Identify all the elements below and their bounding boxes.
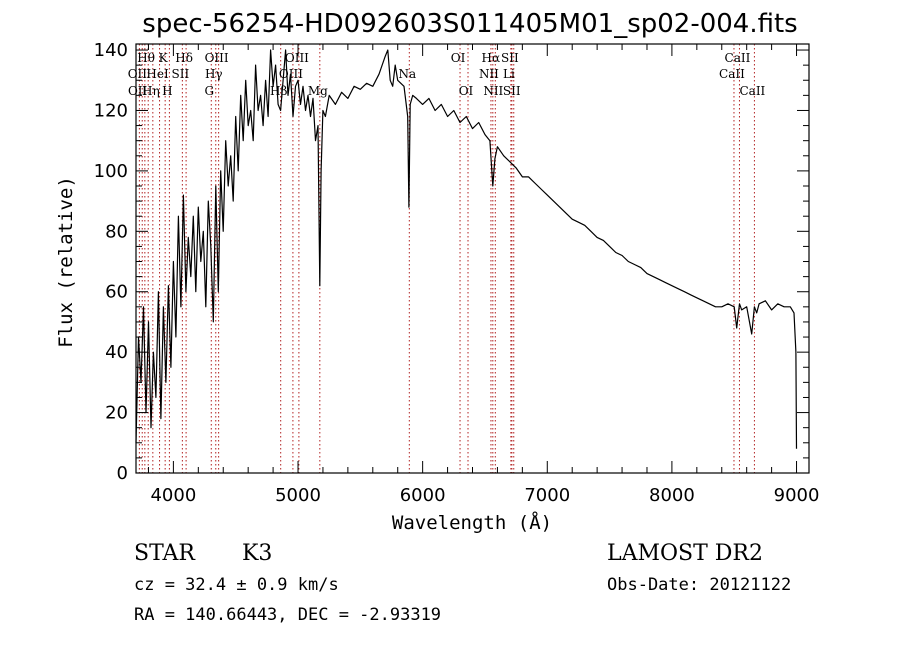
line-label: Hα	[482, 51, 501, 65]
x-axis-label: Wavelength (Å)	[392, 511, 552, 534]
line-label: SII	[501, 51, 519, 65]
x-tick-label: 6000	[400, 485, 446, 506]
line-label: Hθ	[137, 51, 155, 65]
y-tick-label: 60	[105, 282, 128, 303]
line-label: H	[162, 84, 172, 98]
x-tick-label: 9000	[774, 485, 820, 506]
line-label: OI	[451, 51, 466, 65]
y-tick-label: 140	[94, 40, 128, 61]
line-label: OIII	[285, 51, 309, 65]
y-tick-label: 0	[117, 463, 128, 484]
coordinates-text: RA = 140.66443, DEC = -2.93319	[134, 605, 441, 625]
line-label: HeI	[146, 67, 169, 81]
line-marker-layer	[138, 44, 755, 473]
line-label: OIII	[205, 51, 229, 65]
line-label: CaII	[719, 67, 745, 81]
line-label: NII	[483, 84, 503, 98]
line-label: SII	[503, 84, 521, 98]
x-tick-label: 8000	[649, 485, 695, 506]
spectrum-line	[135, 49, 798, 449]
x-tick-label: 7000	[524, 485, 570, 506]
line-label: G	[204, 84, 214, 98]
line-label: CaII	[739, 84, 765, 98]
line-label: Na	[398, 67, 416, 81]
line-label: Hη	[142, 84, 160, 98]
line-label: SII	[172, 67, 190, 81]
tick-layer: 4000 5000 6000 7000 8000 9000 0 20 40 60 80 100 120 1…	[94, 40, 820, 506]
chart-title: spec-56254-HD092603S011405M01_sp02-004.f…	[142, 9, 797, 39]
line-label: K	[159, 51, 169, 65]
survey-name: LAMOST DR2	[607, 541, 763, 566]
line-label: OI	[459, 84, 474, 98]
y-tick-label: 100	[94, 161, 128, 182]
x-tick-label: 5000	[275, 485, 321, 506]
series-layer	[135, 49, 798, 449]
line-label: Hγ	[205, 67, 223, 81]
object-class: STAR	[134, 541, 196, 566]
line-label: OII	[128, 67, 148, 81]
line-label: Li	[503, 67, 515, 81]
y-tick-label: 120	[94, 100, 128, 121]
line-label: CaII	[725, 51, 751, 65]
object-subclass: K3	[242, 541, 272, 566]
x-tick-label: 4000	[150, 485, 196, 506]
y-tick-label: 20	[105, 403, 128, 424]
y-tick-label: 40	[105, 342, 128, 363]
line-label: Mg	[308, 84, 328, 98]
y-tick-label: 80	[105, 221, 128, 242]
line-label: OII	[128, 84, 148, 98]
y-axis-label: Flux (relative)	[55, 176, 77, 348]
obs-date-text: Obs-Date: 20121122	[607, 575, 791, 595]
plot-frame	[135, 43, 810, 474]
redshift-text: cz = 32.4 ± 0.9 km/s	[134, 575, 339, 595]
line-label: Hδ	[175, 51, 193, 65]
line-label: NII	[479, 67, 499, 81]
